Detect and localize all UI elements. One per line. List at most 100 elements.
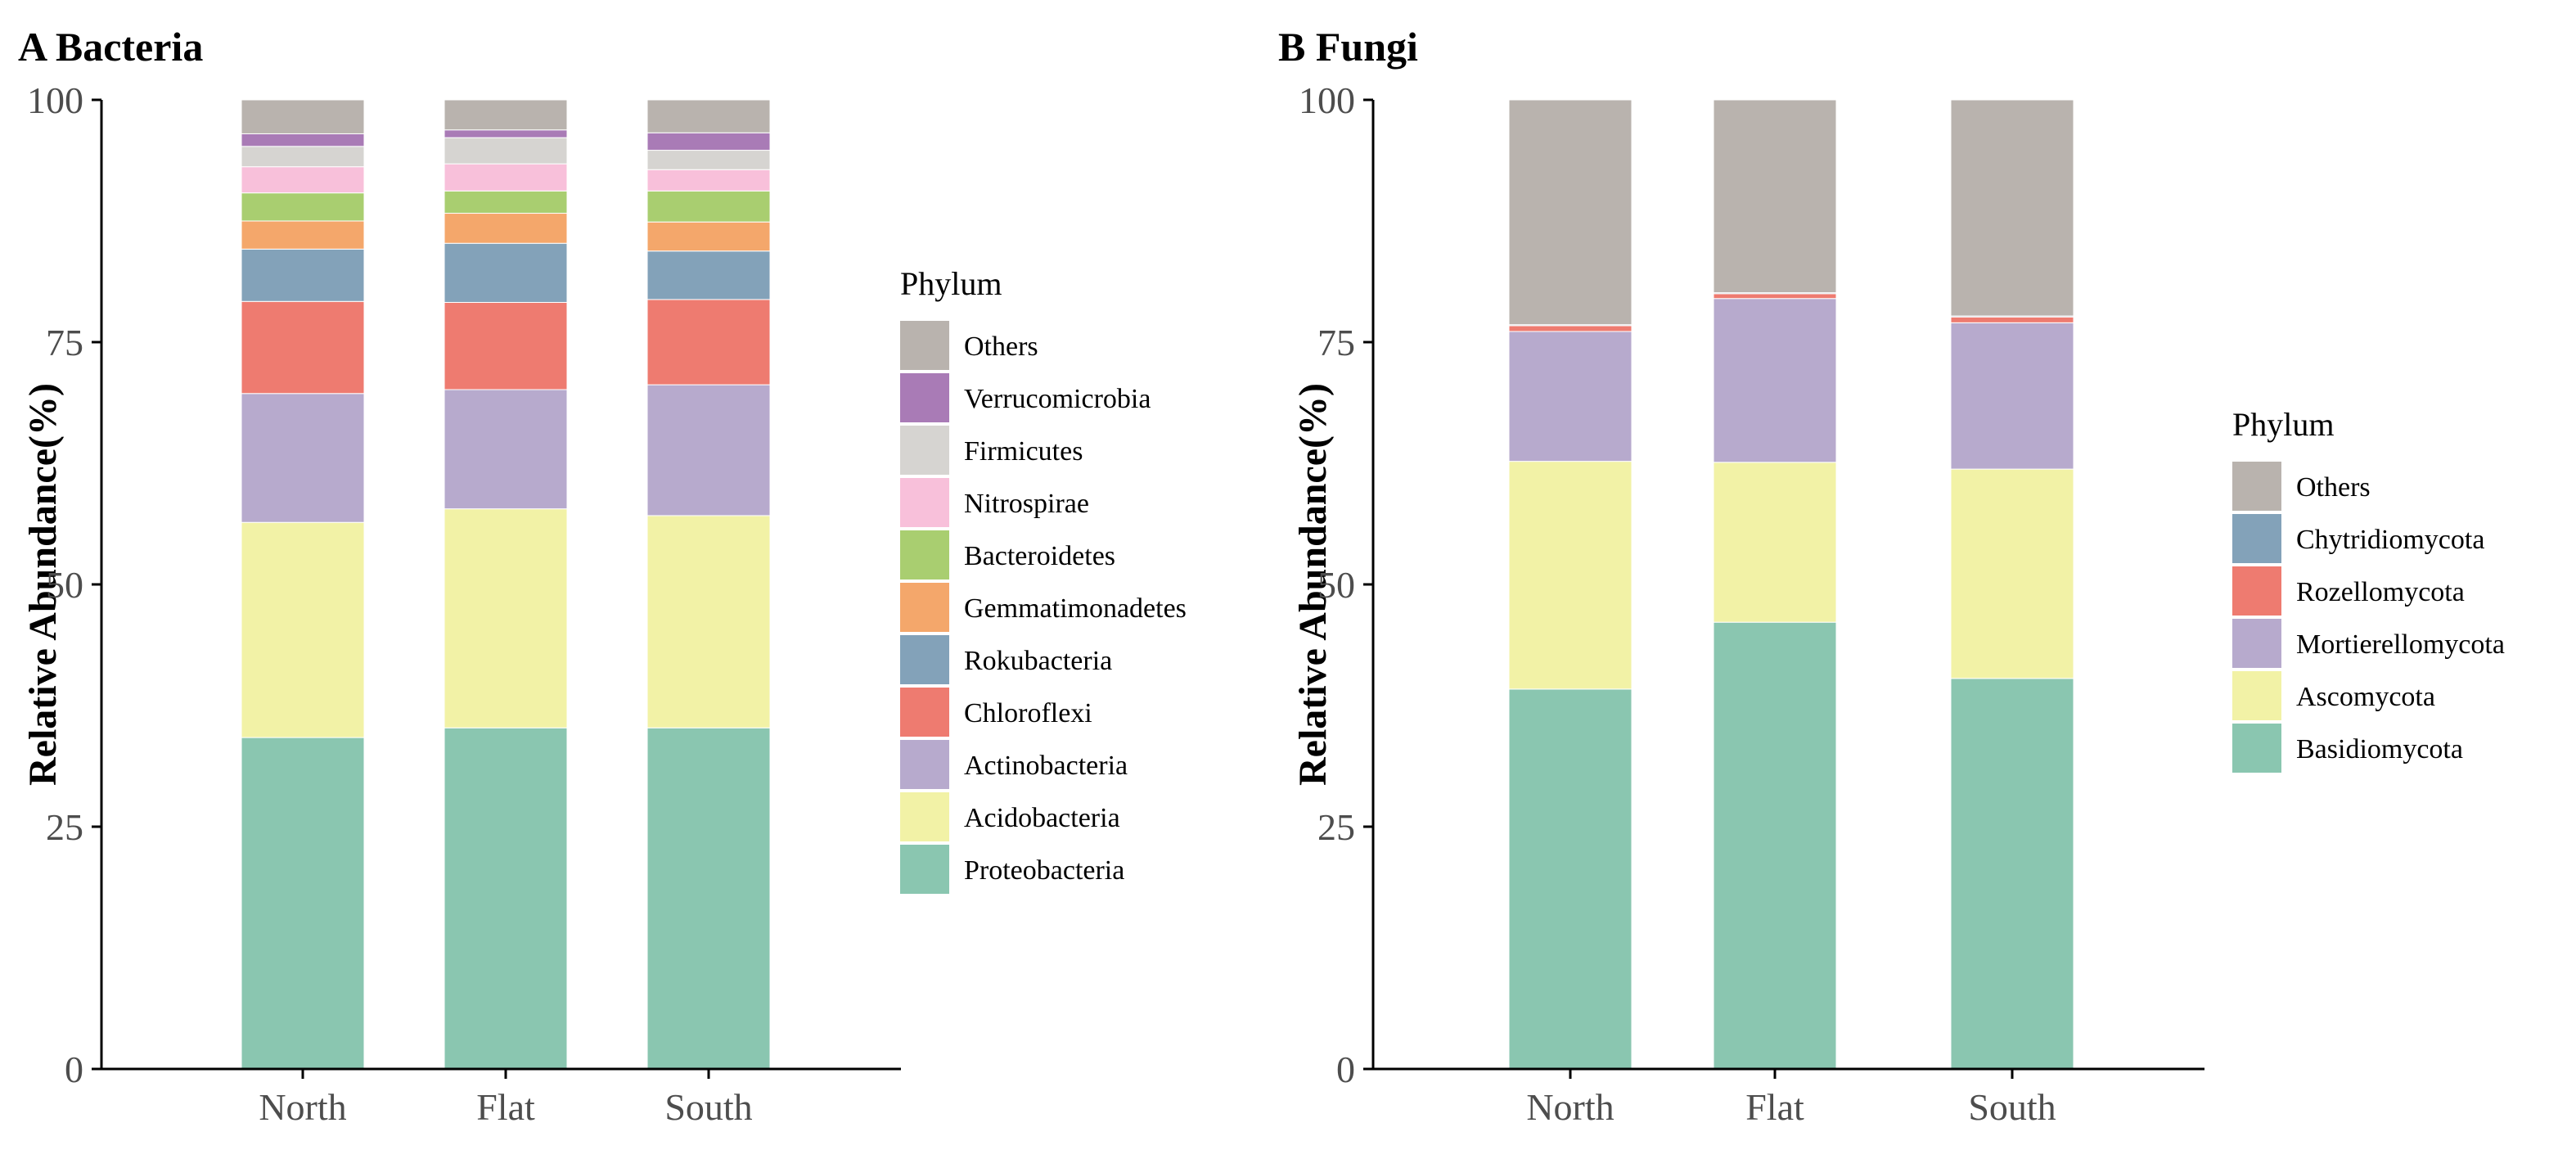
bacteria-bar-flat-nitrospirae	[444, 163, 568, 192]
bacteria-bar-north-others	[241, 99, 365, 134]
bacteria-bar-south-actinobacteria	[646, 384, 771, 516]
bacteria-legend-swatch-bacteroidetes	[900, 530, 949, 580]
bacteria-legend-swatch-others	[900, 321, 949, 370]
bacteria-x-tick-label: North	[259, 1086, 346, 1128]
bacteria-panel: A Bacteria Relative Abundance(%) 0 25 50 75 10…	[18, 24, 1187, 1128]
fungi-panel: B Fungi Relative Abundance(%) 0 25 50 75 100 No…	[1278, 24, 2505, 1128]
bacteria-x-tick-label: Flat	[476, 1086, 535, 1128]
fungi-y-tick-label: 100	[1299, 79, 1355, 121]
bacteria-y-tick-label: 0	[65, 1049, 83, 1090]
bacteria-legend-label-verrucomicrobia: Verrucomicrobia	[964, 384, 1151, 414]
fungi-legend-swatch-ascomycota	[2232, 671, 2281, 720]
bacteria-bar-north-acidobacteria	[241, 521, 365, 738]
bacteria-bar-south-firmicutes	[646, 150, 771, 170]
fungi-x-tick-label: North	[1526, 1086, 1614, 1128]
bacteria-bar-north-bacteroidetes	[241, 192, 365, 222]
fungi-bar-flat-mortierellomycota	[1713, 298, 1837, 463]
bacteria-legend-swatch-chloroflexi	[900, 688, 949, 737]
bacteria-legend-label-proteobacteria: Proteobacteria	[964, 855, 1124, 886]
bacteria-legend-label-rokubacteria: Rokubacteria	[964, 646, 1112, 676]
bacteria-bar-flat-rokubacteria	[444, 242, 568, 303]
bacteria-legend-label-acidobacteria: Acidobacteria	[964, 803, 1120, 833]
fungi-legend-label-rozellomycota: Rozellomycota	[2296, 577, 2465, 607]
bacteria-bar-north-chloroflexi	[241, 300, 365, 395]
fungi-y-tick-label: 0	[1336, 1049, 1355, 1090]
bacteria-legend-label-others: Others	[964, 331, 1038, 362]
bacteria-bar-south-gemmatimonadetes	[646, 221, 771, 252]
bacteria-legend-swatch-acidobacteria	[900, 792, 949, 841]
bacteria-bar-flat-bacteroidetes	[444, 190, 568, 214]
bacteria-bar-south-proteobacteria	[646, 727, 771, 1070]
bacteria-legend-swatch-proteobacteria	[900, 845, 949, 894]
fungi-legend-label-chytridiomycota: Chytridiomycota	[2296, 525, 2484, 555]
bacteria-legend-swatch-firmicutes	[900, 426, 949, 475]
fungi-legend-swatch-rozellomycota	[2232, 566, 2281, 616]
bacteria-legend-swatch-nitrospirae	[900, 478, 949, 527]
bacteria-y-tick-label: 50	[46, 564, 83, 606]
bacteria-x-tick-label: South	[664, 1086, 752, 1128]
fungi-legend-swatch-chytridiomycota	[2232, 514, 2281, 563]
bacteria-legend-label-bacteroidetes: Bacteroidetes	[964, 541, 1115, 571]
bacteria-bar-north-proteobacteria	[241, 737, 365, 1070]
bacteria-legend-label-actinobacteria: Actinobacteria	[964, 751, 1128, 781]
bacteria-legend-label-chloroflexi: Chloroflexi	[964, 698, 1092, 728]
bacteria-legend-swatch-gemmatimonadetes	[900, 583, 949, 632]
bacteria-bar-south-others	[646, 99, 771, 133]
bacteria-bar-south-bacteroidetes	[646, 190, 771, 223]
bacteria-bar-north-nitrospirae	[241, 166, 365, 194]
fungi-bar-north-others	[1508, 99, 1633, 326]
bacteria-bar-north-verrucomicrobia	[241, 133, 365, 147]
fungi-x-tick-label: South	[1968, 1086, 2056, 1128]
fungi-panel-title: B Fungi	[1278, 24, 1418, 70]
bacteria-bar-north-gemmatimonadetes	[241, 220, 365, 250]
bacteria-legend-label-gemmatimonadetes: Gemmatimonadetes	[964, 593, 1187, 624]
bacteria-legend-swatch-actinobacteria	[900, 740, 949, 789]
bacteria-y-tick-label: 75	[46, 322, 83, 363]
bacteria-legend-swatch-rokubacteria	[900, 635, 949, 684]
fungi-bar-flat-rozellomycota	[1713, 293, 1837, 300]
fungi-x-tick-label: Flat	[1745, 1086, 1804, 1128]
bacteria-bar-south-nitrospirae	[646, 169, 771, 192]
fungi-y-tick-label: 75	[1317, 322, 1355, 363]
bacteria-bar-south-rokubacteria	[646, 250, 771, 300]
bacteria-bar-north-actinobacteria	[241, 393, 365, 523]
bacteria-bar-flat-chloroflexi	[444, 301, 568, 390]
fungi-legend-label-ascomycota: Ascomycota	[2296, 682, 2435, 712]
fungi-bar-south-rozellomycota	[1950, 316, 2074, 323]
bacteria-y-tick-label: 100	[27, 79, 83, 121]
bacteria-bar-north-firmicutes	[241, 146, 365, 168]
bacteria-bar-flat-verrucomicrobia	[444, 129, 568, 138]
bacteria-legend-title: Phylum	[900, 265, 1002, 302]
fungi-legend-swatch-others	[2232, 462, 2281, 511]
fungi-bar-flat-others	[1713, 99, 1837, 294]
bacteria-panel-title: A Bacteria	[18, 24, 203, 70]
fungi-bar-north-basidiomycota	[1508, 688, 1633, 1070]
fungi-legend-swatch-mortierellomycota	[2232, 619, 2281, 668]
bacteria-bar-north-rokubacteria	[241, 248, 365, 302]
bacteria-legend-swatch-verrucomicrobia	[900, 373, 949, 422]
fungi-y-tick-label: 50	[1317, 564, 1355, 606]
bacteria-legend-label-firmicutes: Firmicutes	[964, 436, 1083, 467]
bacteria-bar-south-chloroflexi	[646, 299, 771, 386]
fungi-bar-flat-basidiomycota	[1713, 621, 1837, 1070]
fungi-y-axis-label: Relative Abundance(%)	[1291, 383, 1335, 786]
bacteria-bar-flat-acidobacteria	[444, 508, 568, 728]
fungi-legend-title: Phylum	[2232, 406, 2334, 443]
fungi-bar-south-ascomycota	[1950, 468, 2074, 679]
bacteria-bar-flat-actinobacteria	[444, 389, 568, 510]
bacteria-y-axis-label: Relative Abundance(%)	[21, 383, 65, 786]
fungi-bar-north-ascomycota	[1508, 461, 1633, 690]
fungi-legend-swatch-basidiomycota	[2232, 724, 2281, 773]
fungi-y-tick-label: 25	[1317, 806, 1355, 848]
fungi-bar-flat-ascomycota	[1713, 462, 1837, 623]
bacteria-bar-south-verrucomicrobia	[646, 132, 771, 151]
bacteria-bar-flat-firmicutes	[444, 137, 568, 165]
bacteria-y-tick-label: 25	[46, 806, 83, 848]
bacteria-bar-south-acidobacteria	[646, 515, 771, 728]
fungi-bar-south-basidiomycota	[1950, 678, 2074, 1070]
fungi-legend-label-basidiomycota: Basidiomycota	[2296, 734, 2463, 764]
bacteria-bar-flat-others	[444, 99, 568, 131]
fungi-bar-north-mortierellomycota	[1508, 331, 1633, 462]
